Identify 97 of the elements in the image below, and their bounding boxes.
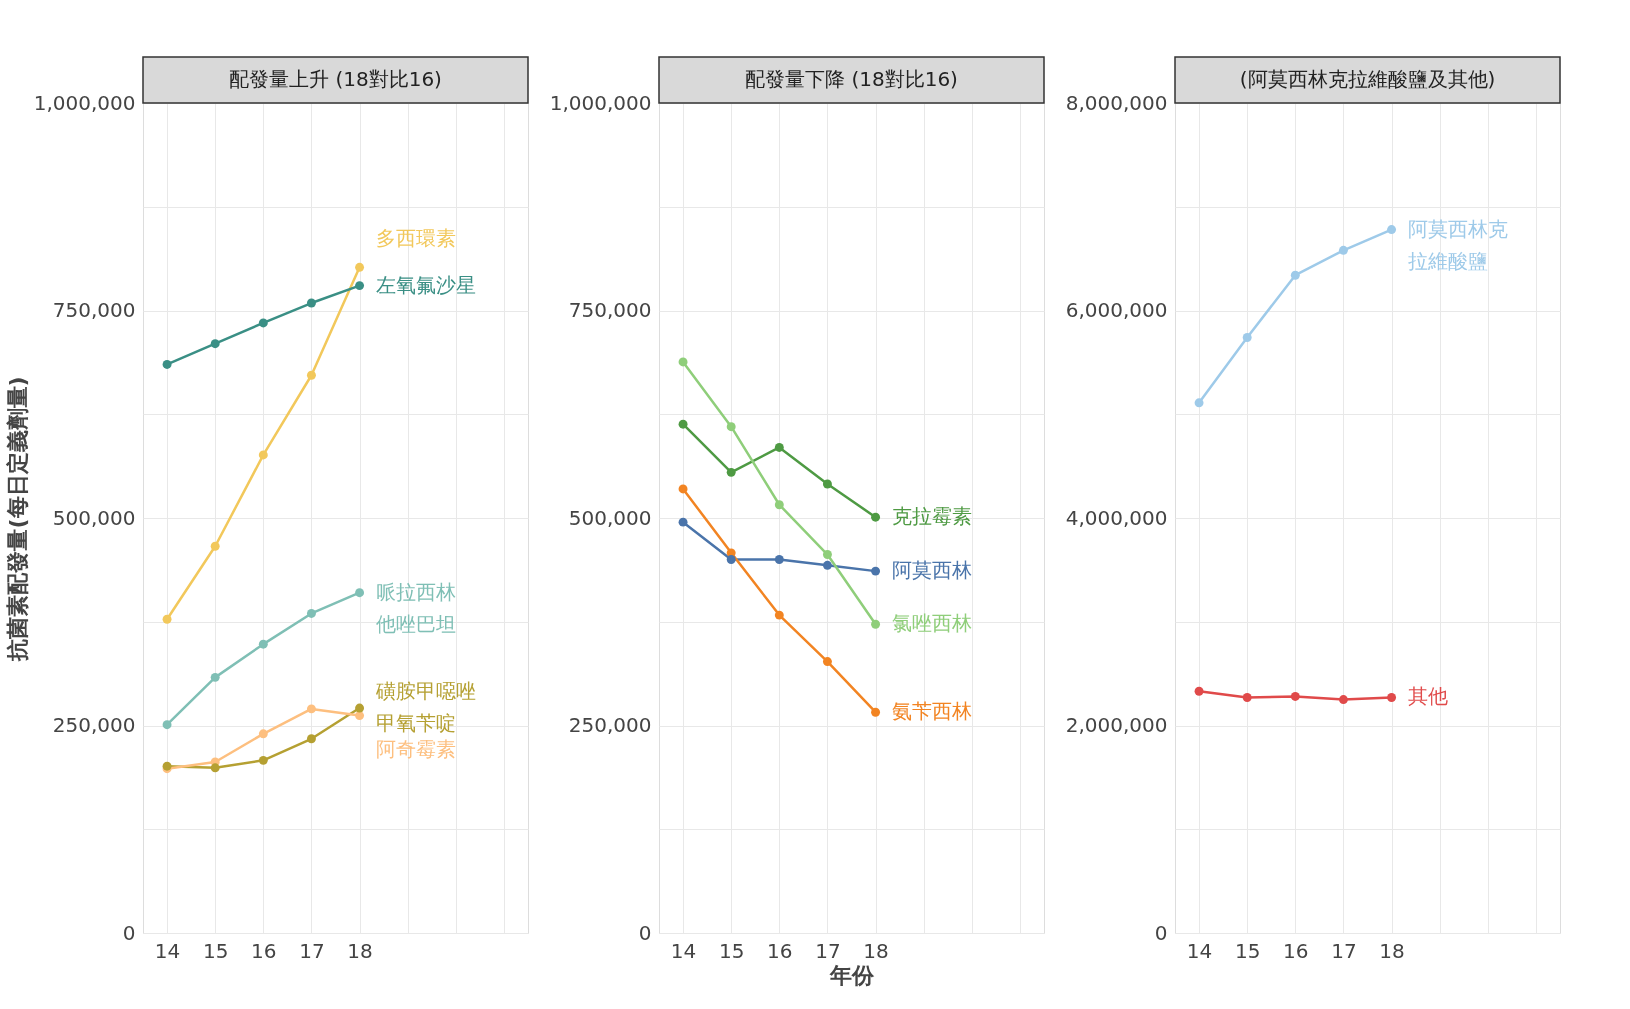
point xyxy=(258,318,268,328)
point xyxy=(258,639,268,649)
series-label: 氨苄西林 xyxy=(891,699,972,724)
point xyxy=(258,729,268,739)
point xyxy=(871,707,881,717)
x-tick-label: 17 xyxy=(1331,938,1357,963)
point xyxy=(774,555,784,564)
point xyxy=(822,560,832,570)
x-tick-label: 16 xyxy=(251,938,277,963)
point xyxy=(162,359,172,369)
point xyxy=(1338,245,1348,255)
series-label: 氯唑西林 xyxy=(891,611,972,636)
point xyxy=(678,419,688,429)
chart-title: (阿莫西林克拉維酸鹽及其他) xyxy=(1239,67,1496,91)
y-tick-label: 8,000,000 xyxy=(1065,90,1168,115)
point xyxy=(726,422,736,432)
point xyxy=(210,339,220,349)
point xyxy=(774,442,784,452)
x-tick-label: 18 xyxy=(1379,938,1405,963)
point xyxy=(210,763,220,773)
y-tick-label: 750,000 xyxy=(568,298,652,322)
point xyxy=(1387,693,1397,702)
point xyxy=(1242,693,1252,702)
point xyxy=(1290,270,1300,280)
point xyxy=(822,657,832,667)
point xyxy=(871,512,881,522)
point xyxy=(822,550,832,559)
point xyxy=(1242,333,1252,342)
y-tick-label: 0 xyxy=(638,920,652,945)
point xyxy=(774,500,784,510)
point xyxy=(210,672,220,682)
series-label: 左氧氟沙星 xyxy=(375,272,476,297)
x-tick-label: 14 xyxy=(670,938,697,963)
point xyxy=(1194,398,1204,408)
point xyxy=(306,298,316,308)
point xyxy=(774,610,784,620)
point xyxy=(258,450,268,460)
point xyxy=(355,262,365,272)
point xyxy=(1338,695,1348,705)
point xyxy=(678,484,688,494)
point xyxy=(210,541,220,551)
point xyxy=(162,614,172,624)
point xyxy=(726,467,736,477)
x-axis-title: 年份 xyxy=(829,962,875,988)
y-tick-label: 500,000 xyxy=(52,505,136,530)
point xyxy=(871,619,881,629)
y-tick-label: 250,000 xyxy=(568,713,652,737)
series-label: 克拉霉素 xyxy=(891,504,972,529)
point xyxy=(871,566,881,576)
y-axis-title: 抗菌素配發量(每日定義劑量) xyxy=(4,376,30,662)
point xyxy=(306,734,316,744)
x-tick-label: 16 xyxy=(1283,938,1309,963)
point xyxy=(1290,691,1300,701)
point xyxy=(822,479,832,489)
point xyxy=(1387,225,1397,235)
x-tick-label: 14 xyxy=(1186,938,1213,963)
y-tick-label: 6,000,000 xyxy=(1065,298,1168,322)
y-tick-label: 500,000 xyxy=(568,505,652,530)
x-tick-label: 17 xyxy=(815,938,841,963)
point xyxy=(258,755,268,765)
y-tick-label: 1,000,000 xyxy=(549,90,652,115)
point xyxy=(162,720,172,730)
x-tick-label: 15 xyxy=(718,938,745,963)
y-tick-label: 250,000 xyxy=(52,713,136,737)
point xyxy=(306,370,316,380)
point xyxy=(678,357,688,367)
x-tick-label: 14 xyxy=(154,938,181,963)
y-tick-label: 2,000,000 xyxy=(1065,713,1168,737)
chart-title: 配發量上升 (18對比16) xyxy=(229,67,442,91)
series-label: 多西環素 xyxy=(375,226,456,251)
series-label: 阿莫西林 xyxy=(891,558,972,583)
series-label: 阿奇霉素 xyxy=(375,736,456,761)
point xyxy=(306,704,316,714)
y-tick-label: 750,000 xyxy=(52,298,136,322)
x-tick-label: 15 xyxy=(1234,938,1261,963)
series-label: 其他 xyxy=(1407,684,1448,709)
series-label: 阿莫西林克拉維酸鹽 xyxy=(1407,216,1508,273)
point xyxy=(355,281,365,291)
point xyxy=(306,608,316,618)
series-label: 哌拉西林他唑巴坦 xyxy=(375,579,456,636)
x-tick-label: 15 xyxy=(202,938,229,963)
point xyxy=(726,555,736,564)
point xyxy=(355,711,365,720)
point xyxy=(678,517,688,527)
point xyxy=(1194,686,1204,696)
point xyxy=(355,588,365,598)
point xyxy=(355,703,365,713)
x-tick-label: 17 xyxy=(299,938,325,963)
y-tick-label: 4,000,000 xyxy=(1065,505,1168,530)
y-tick-label: 1,000,000 xyxy=(33,90,136,115)
x-tick-label: 18 xyxy=(863,938,889,963)
y-tick-label: 0 xyxy=(1154,920,1168,945)
series-label: 磺胺甲噁唑甲氧苄啶 xyxy=(374,679,476,736)
y-tick-label: 0 xyxy=(122,920,136,945)
x-tick-label: 16 xyxy=(767,938,793,963)
x-tick-label: 18 xyxy=(347,938,373,963)
chart-title: 配發量下降 (18對比16) xyxy=(745,67,958,91)
